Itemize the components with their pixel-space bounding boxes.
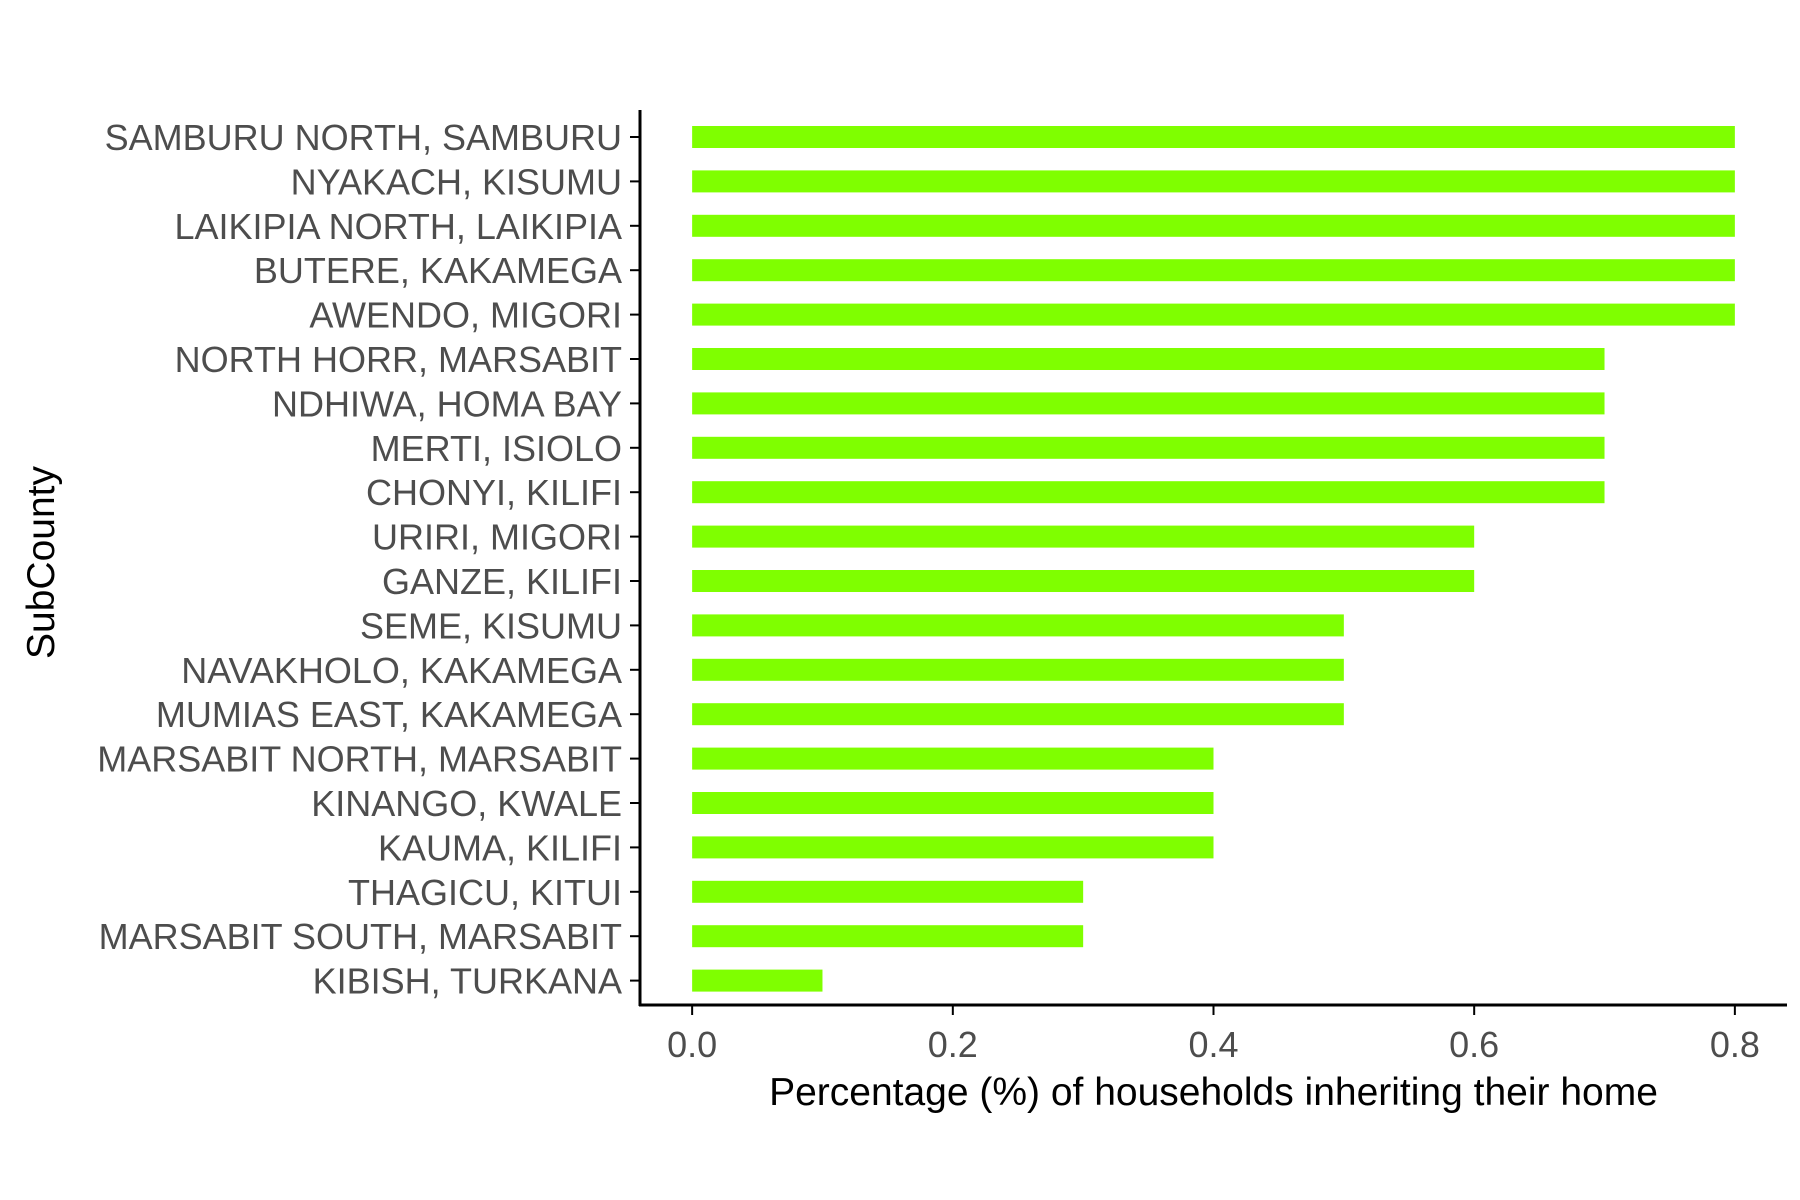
x-tick-label-0: 0.0 xyxy=(667,1024,717,1065)
x-tick-label-2: 0.4 xyxy=(1188,1024,1238,1065)
y-tick-label-2: LAIKIPIA NORTH, LAIKIPIA xyxy=(174,206,622,247)
y-tick-label-16: KAUMA, KILIFI xyxy=(378,827,622,868)
y-axis-title: SubCounty xyxy=(20,466,63,659)
bar-9 xyxy=(692,525,1475,548)
x-axis-ticks: 0.0 0.2 0.4 0.6 0.8 xyxy=(667,1005,1760,1065)
y-tick-label-8: CHONYI, KILIFI xyxy=(366,472,622,513)
x-axis-title: Percentage (%) of households inheriting … xyxy=(769,1071,1658,1114)
bar-16 xyxy=(692,836,1214,859)
bar-19 xyxy=(692,969,823,992)
y-tick-label-19: KIBISH, TURKANA xyxy=(313,961,622,1002)
y-tick-label-1: NYAKACH, KISUMU xyxy=(291,161,622,202)
y-tick-label-18: MARSABIT SOUTH, MARSABIT xyxy=(99,916,622,957)
bar-18 xyxy=(692,925,1084,948)
bar-15 xyxy=(692,792,1214,814)
bars-layer xyxy=(692,126,1735,992)
y-tick-label-3: BUTERE, KAKAMEGA xyxy=(254,250,622,291)
bar-11 xyxy=(692,614,1344,637)
bar-2 xyxy=(692,214,1735,237)
bar-7 xyxy=(692,436,1605,459)
y-tick-label-5: NORTH HORR, MARSABIT xyxy=(175,339,622,380)
bar-12 xyxy=(692,658,1344,681)
x-tick-label-4: 0.8 xyxy=(1710,1024,1760,1065)
bar-4 xyxy=(692,303,1735,326)
bar-0 xyxy=(692,126,1735,148)
y-tick-label-15: KINANGO, KWALE xyxy=(311,783,622,824)
y-tick-label-9: URIRI, MIGORI xyxy=(372,517,622,558)
y-tick-label-0: SAMBURU NORTH, SAMBURU xyxy=(105,117,622,158)
y-tick-label-10: GANZE, KILIFI xyxy=(382,561,622,602)
x-tick-label-1: 0.2 xyxy=(928,1024,978,1065)
y-tick-label-6: NDHIWA, HOMA BAY xyxy=(272,383,622,424)
bar-14 xyxy=(692,747,1214,770)
x-tick-label-3: 0.6 xyxy=(1449,1024,1499,1065)
bar-1 xyxy=(692,170,1735,193)
bar-13 xyxy=(692,703,1344,726)
bar-10 xyxy=(692,570,1475,592)
y-tick-label-4: AWENDO, MIGORI xyxy=(309,295,622,336)
y-tick-label-11: SEME, KISUMU xyxy=(360,605,622,646)
y-tick-label-13: MUMIAS EAST, KAKAMEGA xyxy=(156,694,622,735)
bar-17 xyxy=(692,880,1084,903)
y-tick-label-7: MERTI, ISIOLO xyxy=(371,428,622,469)
bar-6 xyxy=(692,392,1605,415)
y-tick-label-17: THAGICU, KITUI xyxy=(348,872,622,913)
y-tick-label-14: MARSABIT NORTH, MARSABIT xyxy=(97,739,622,780)
y-tick-label-12: NAVAKHOLO, KAKAMEGA xyxy=(181,650,622,691)
bar-3 xyxy=(692,259,1735,282)
bar-5 xyxy=(692,348,1605,370)
bar-8 xyxy=(692,481,1605,504)
